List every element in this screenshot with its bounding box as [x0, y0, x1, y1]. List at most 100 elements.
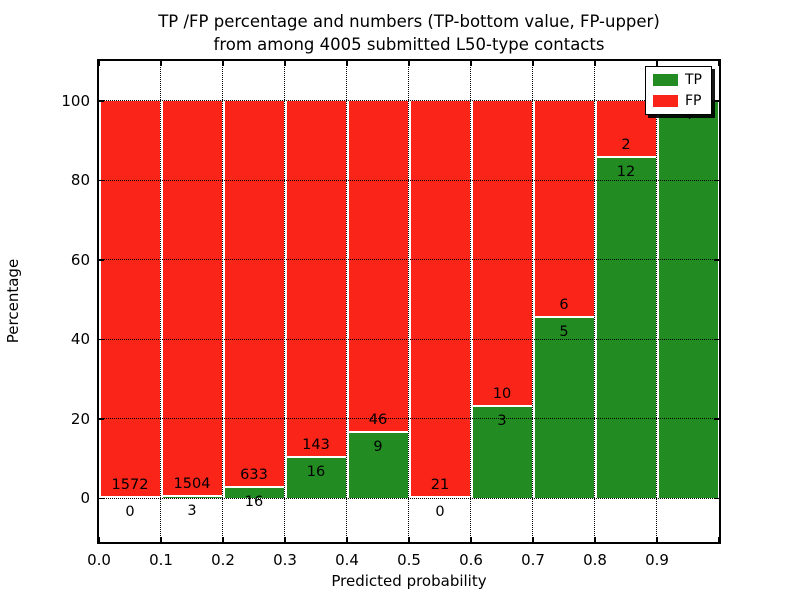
x-tick-mark — [160, 537, 162, 542]
x-tick-mark — [284, 61, 286, 66]
y-tick-mark — [714, 338, 719, 340]
gridline-vertical — [346, 61, 348, 542]
x-tick-label: 0.9 — [645, 551, 669, 569]
gridline-vertical — [222, 61, 224, 542]
y-tick-label: 100 — [61, 91, 90, 110]
y-tick-mark — [99, 100, 104, 102]
x-tick-label: 0.5 — [397, 551, 421, 569]
x-tick-mark — [718, 61, 720, 66]
chart-title-line2: from among 4005 submitted L50-type conta… — [213, 35, 605, 54]
x-tick-mark — [222, 61, 224, 66]
bar-segment-tp — [658, 100, 718, 499]
x-tick-mark — [470, 61, 472, 66]
y-tick-label: 0 — [80, 489, 90, 508]
y-tick-label: 20 — [70, 409, 90, 428]
tp-count-label: 3 — [187, 503, 197, 520]
chart-title-line1: TP /FP percentage and numbers (TP-bottom… — [158, 12, 660, 31]
bar-segment-fp — [286, 100, 346, 459]
bar-segment-fp — [348, 100, 408, 434]
tp-count-label: 16 — [244, 494, 264, 511]
y-tick-mark — [99, 497, 104, 500]
tp-count-label: 0 — [125, 504, 135, 521]
x-tick-label: 0.8 — [583, 551, 607, 569]
plot-area: 157201504363316143164692101036521204 — [99, 61, 719, 542]
fp-count-label: 21 — [430, 477, 450, 494]
tp-count-label: 5 — [559, 323, 569, 340]
fp-count-label: 6 — [559, 296, 569, 313]
gridline-horizontal — [99, 338, 719, 340]
bar-segment-fp — [224, 100, 284, 489]
bar-segment-tp — [224, 488, 284, 499]
bar-segment-tp — [596, 157, 656, 499]
gridline-horizontal — [99, 100, 719, 101]
y-tick-mark — [99, 179, 104, 181]
legend-label-fp: FP — [685, 93, 702, 109]
x-tick-mark — [532, 537, 534, 542]
x-tick-mark — [718, 537, 720, 542]
x-tick-mark — [284, 537, 286, 542]
gridline-horizontal — [99, 259, 719, 260]
x-tick-mark — [594, 61, 596, 66]
tp-count-label: 16 — [306, 464, 326, 481]
x-tick-label: 0.4 — [335, 551, 359, 569]
chart-title: TP /FP percentage and numbers (TP-bottom… — [99, 10, 719, 56]
x-tick-label: 0.1 — [149, 551, 173, 569]
fp-count-label: 46 — [368, 412, 388, 429]
y-tick-mark — [714, 497, 719, 500]
x-tick-label: 0.3 — [273, 551, 297, 569]
gridline-vertical — [470, 61, 472, 542]
gridline-vertical — [408, 61, 410, 542]
bar-segment-fp — [410, 100, 470, 499]
x-tick-mark — [408, 537, 410, 542]
y-axis-label: Percentage — [4, 258, 22, 344]
x-tick-label: 0.7 — [521, 551, 545, 569]
bar-segment-fp — [534, 100, 594, 318]
x-tick-mark — [160, 61, 162, 66]
legend-label-tp: TP — [685, 72, 702, 88]
tp-count-label: 3 — [497, 412, 507, 429]
bar-segment-fp — [100, 100, 160, 499]
bar-segment-tp — [472, 406, 532, 499]
gridline-vertical — [532, 61, 534, 542]
gridline-horizontal — [99, 497, 719, 499]
x-tick-mark — [656, 537, 658, 542]
gridline-horizontal — [99, 418, 719, 420]
legend-box: TP FP — [645, 66, 712, 115]
gridline-horizontal — [99, 179, 719, 181]
gridline-vertical — [594, 61, 596, 542]
bar-segment-tp — [348, 433, 408, 499]
gridline-vertical — [284, 61, 286, 542]
x-tick-mark — [656, 61, 658, 66]
fp-count-label: 1572 — [111, 477, 149, 494]
y-tick-mark — [99, 259, 104, 261]
legend-entry-fp: FP — [653, 93, 702, 109]
x-tick-label: 0.2 — [211, 551, 235, 569]
x-tick-mark — [98, 537, 100, 542]
bar-segment-fp — [472, 100, 532, 407]
legend-entry-tp: TP — [653, 72, 702, 88]
tp-count-label: 12 — [616, 163, 636, 180]
x-tick-mark — [222, 537, 224, 542]
bar-segment-fp — [162, 100, 222, 498]
fp-count-label: 633 — [240, 467, 268, 484]
y-tick-mark — [99, 418, 104, 420]
fp-count-label: 10 — [492, 385, 512, 402]
x-axis-label: Predicted probability — [331, 572, 487, 590]
y-tick-label: 40 — [70, 330, 90, 349]
x-tick-mark — [408, 61, 410, 66]
gridline-vertical — [160, 61, 162, 542]
y-tick-mark — [714, 259, 719, 261]
gridline-vertical — [656, 61, 658, 542]
x-tick-mark — [346, 537, 348, 542]
y-tick-label: 60 — [70, 250, 90, 269]
bar-segment-tp — [286, 458, 346, 499]
x-tick-label: 0.6 — [459, 551, 483, 569]
x-tick-mark — [98, 61, 100, 66]
y-tick-mark — [714, 418, 719, 420]
x-tick-mark — [532, 61, 534, 66]
y-tick-label: 80 — [70, 171, 90, 190]
bar-segment-tp — [534, 317, 594, 499]
x-tick-mark — [470, 537, 472, 542]
fp-count-label: 143 — [302, 437, 330, 454]
